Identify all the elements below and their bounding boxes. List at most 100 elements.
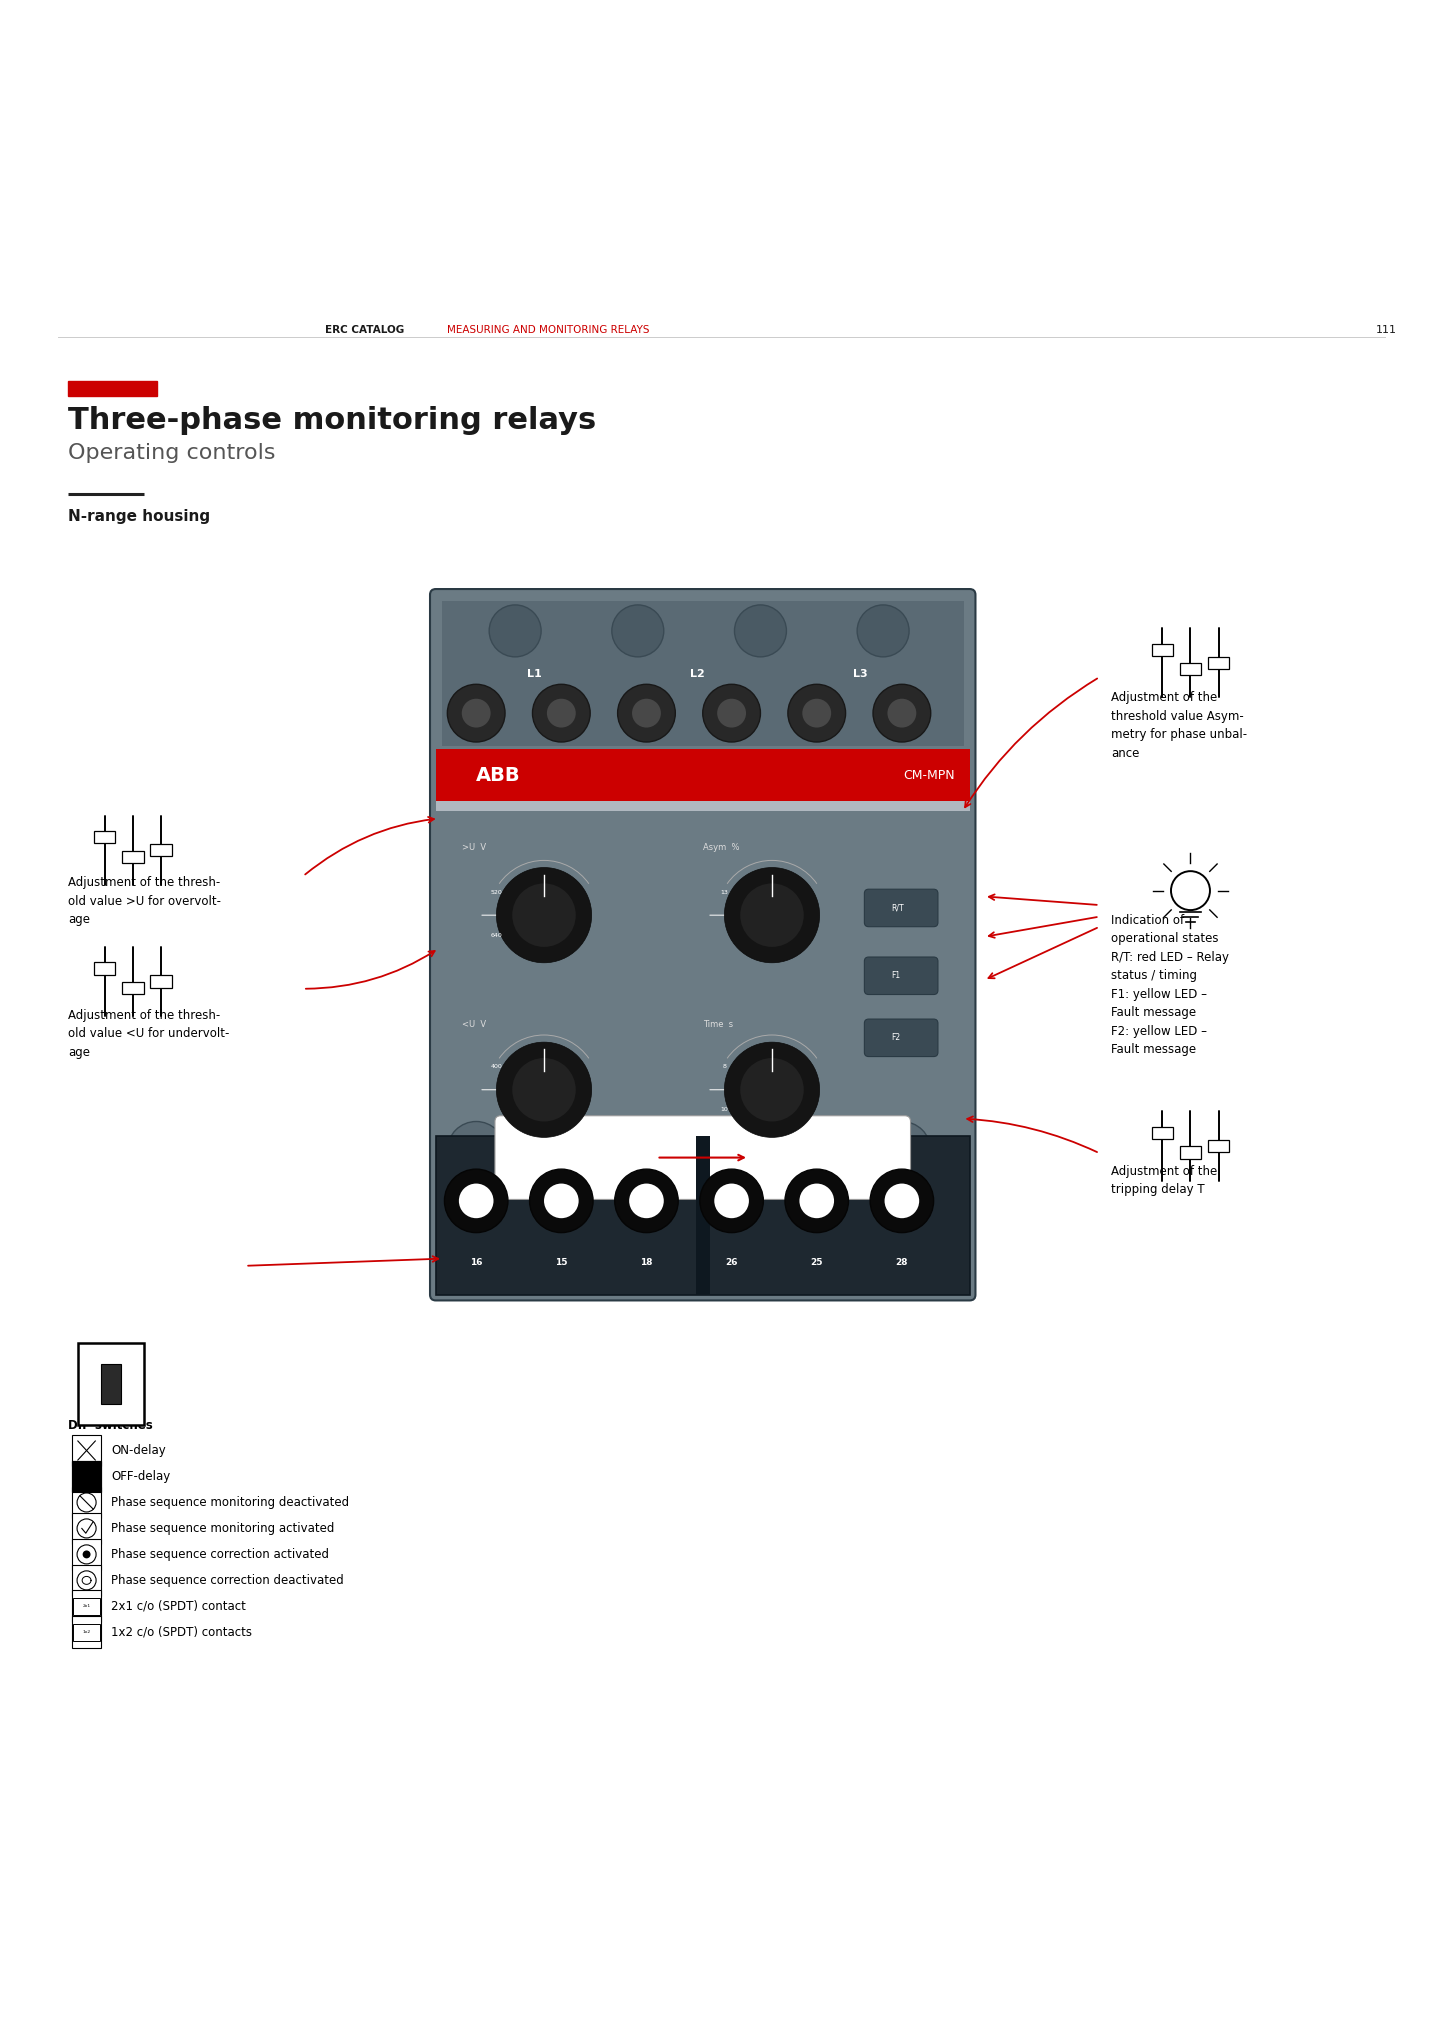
Text: 520: 520	[491, 890, 502, 894]
Circle shape	[885, 1184, 919, 1218]
Circle shape	[799, 1184, 834, 1218]
FancyBboxPatch shape	[864, 1018, 938, 1057]
Circle shape	[462, 698, 491, 727]
Text: L3: L3	[853, 669, 867, 680]
Text: Phase sequence monitoring activated: Phase sequence monitoring activated	[111, 1523, 335, 1535]
Text: Adjustment of the
tripping delay T: Adjustment of the tripping delay T	[1111, 1165, 1218, 1196]
Bar	[436, 749, 970, 802]
Circle shape	[532, 1121, 590, 1180]
Text: 26: 26	[726, 1259, 737, 1267]
Circle shape	[618, 1121, 675, 1180]
Bar	[1208, 657, 1229, 669]
Circle shape	[629, 1184, 664, 1218]
Text: ERC CATALOG: ERC CATALOG	[325, 325, 404, 335]
Circle shape	[512, 884, 576, 947]
Circle shape	[459, 1184, 494, 1218]
Bar	[150, 845, 172, 857]
Text: 13: 13	[720, 890, 729, 894]
Bar	[121, 851, 143, 863]
Circle shape	[447, 1121, 505, 1180]
Text: Phase sequence correction deactivated: Phase sequence correction deactivated	[111, 1574, 343, 1588]
Circle shape	[544, 1184, 579, 1218]
Text: 18: 18	[641, 1259, 652, 1267]
Circle shape	[496, 1043, 592, 1137]
Text: CM-MPN: CM-MPN	[903, 769, 955, 782]
Circle shape	[717, 698, 746, 727]
Text: Adjustment of the thresh-
old value <U for undervolt-
age: Adjustment of the thresh- old value <U f…	[68, 1008, 229, 1059]
Bar	[78, 1343, 144, 1425]
Circle shape	[788, 684, 846, 743]
Circle shape	[618, 684, 675, 743]
Bar	[72, 1461, 101, 1492]
Text: Time  s: Time s	[703, 1020, 733, 1029]
Text: F1: F1	[892, 972, 900, 980]
Bar	[72, 1539, 101, 1570]
Bar	[121, 982, 143, 994]
Bar	[150, 976, 172, 988]
Text: 400: 400	[491, 1063, 502, 1069]
Bar	[442, 600, 964, 747]
Bar	[1179, 663, 1201, 676]
Text: Indication of
operational states
R/T: red LED – Relay
status / timing
F1: yellow: Indication of operational states R/T: re…	[1111, 914, 1229, 1057]
Circle shape	[632, 698, 661, 727]
Text: Phase sequence correction activated: Phase sequence correction activated	[111, 1547, 329, 1561]
Bar	[1179, 1147, 1201, 1159]
Text: 111: 111	[1375, 325, 1397, 335]
Bar	[101, 1363, 121, 1404]
Circle shape	[740, 884, 804, 947]
Circle shape	[740, 1057, 804, 1121]
Circle shape	[873, 1121, 931, 1180]
Circle shape	[700, 1169, 763, 1233]
Bar	[72, 1565, 101, 1596]
Circle shape	[444, 1169, 508, 1233]
Circle shape	[447, 684, 505, 743]
Bar	[72, 1590, 101, 1623]
Text: ABB: ABB	[476, 765, 521, 784]
Bar	[94, 831, 115, 843]
Circle shape	[530, 1169, 593, 1233]
Circle shape	[703, 684, 760, 743]
Text: R/T: R/T	[892, 904, 903, 912]
FancyBboxPatch shape	[864, 890, 938, 927]
Text: <U  V: <U V	[462, 1020, 486, 1029]
Text: 10: 10	[720, 1108, 729, 1112]
Circle shape	[532, 684, 590, 743]
FancyBboxPatch shape	[864, 957, 938, 994]
Text: N-range housing: N-range housing	[68, 510, 209, 525]
Circle shape	[724, 867, 820, 963]
Text: DIP switches: DIP switches	[68, 1418, 153, 1433]
Bar	[1152, 643, 1173, 655]
Circle shape	[785, 1169, 848, 1233]
Text: L1: L1	[527, 669, 541, 680]
Bar	[94, 963, 115, 976]
Circle shape	[703, 1121, 760, 1180]
Circle shape	[489, 604, 541, 657]
Circle shape	[788, 1121, 846, 1180]
Bar	[72, 1616, 101, 1649]
Text: OFF-delay: OFF-delay	[111, 1470, 170, 1484]
Text: 15: 15	[556, 1259, 567, 1267]
Bar	[72, 1435, 101, 1465]
Bar	[696, 1137, 710, 1294]
Text: 28: 28	[896, 1259, 908, 1267]
Text: 1x2: 1x2	[82, 1631, 91, 1635]
Circle shape	[724, 1043, 820, 1137]
Circle shape	[802, 698, 831, 727]
FancyBboxPatch shape	[495, 1116, 911, 1200]
Bar	[68, 382, 157, 396]
Bar	[72, 1512, 101, 1545]
Text: F2: F2	[892, 1033, 900, 1043]
Circle shape	[870, 1169, 934, 1233]
Text: 8: 8	[723, 1063, 726, 1069]
Text: Adjustment of the
threshold value Asym-
metry for phase unbal-
ance: Adjustment of the threshold value Asym- …	[1111, 692, 1247, 759]
Text: 16: 16	[470, 1259, 482, 1267]
Text: Operating controls: Operating controls	[68, 443, 276, 463]
Text: Phase sequence monitoring deactivated: Phase sequence monitoring deactivated	[111, 1496, 349, 1508]
Bar	[74, 1598, 100, 1614]
Circle shape	[82, 1551, 91, 1559]
Text: Adjustment of the thresh-
old value >U for overvolt-
age: Adjustment of the thresh- old value >U f…	[68, 876, 221, 927]
Text: ON-delay: ON-delay	[111, 1445, 166, 1457]
Text: 2x1 c/o (SPDT) contact: 2x1 c/o (SPDT) contact	[111, 1600, 245, 1612]
Circle shape	[887, 698, 916, 727]
Bar	[1152, 1127, 1173, 1139]
